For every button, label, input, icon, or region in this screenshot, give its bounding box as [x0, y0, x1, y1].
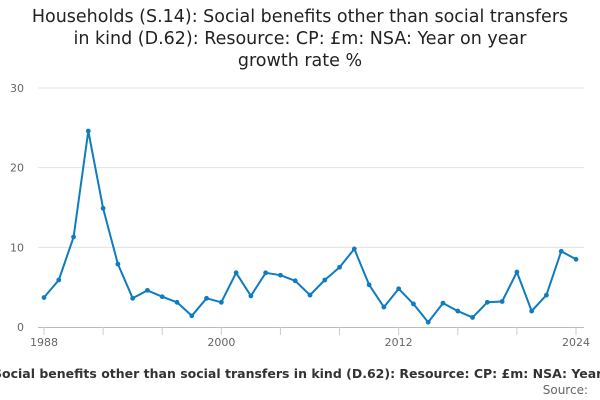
y-tick-label: 20	[10, 162, 24, 175]
data-point[interactable]	[381, 304, 387, 310]
y-tick-label: 30	[10, 82, 24, 95]
y-tick-label: 10	[10, 241, 24, 254]
chart-title-line-3: growth rate %	[237, 51, 363, 71]
data-point[interactable]	[499, 299, 505, 304]
data-point[interactable]	[248, 293, 254, 299]
y-axis: 0 10 20 30	[10, 82, 24, 334]
data-point[interactable]	[529, 308, 535, 314]
x-tick-label: 2012	[385, 336, 413, 349]
data-point[interactable]	[322, 277, 328, 283]
data-point[interactable]	[470, 315, 475, 320]
data-point[interactable]	[145, 287, 150, 293]
data-point[interactable]	[396, 286, 402, 292]
data-point[interactable]	[366, 282, 372, 288]
data-point[interactable]	[307, 292, 313, 298]
y-tick-label: 0	[17, 321, 24, 334]
data-point[interactable]	[573, 256, 579, 262]
data-point[interactable]	[544, 292, 549, 298]
data-point[interactable]	[558, 248, 564, 254]
chart-title-line-1: Households (S.14): Social benefits other…	[31, 7, 569, 27]
data-point[interactable]	[56, 277, 62, 283]
data-point[interactable]	[425, 319, 431, 325]
data-point[interactable]	[174, 299, 180, 305]
chart-title-line-2: in kind (D.62): Resource: CP: £m: NSA: Y…	[73, 29, 527, 49]
x-tick-label: 2000	[207, 336, 235, 349]
data-point[interactable]	[233, 270, 239, 276]
legend-label: Social benefits other than social transf…	[0, 366, 600, 381]
data-point[interactable]	[41, 295, 47, 300]
data-point[interactable]	[455, 308, 461, 314]
data-point[interactable]	[351, 246, 357, 252]
series-group	[41, 128, 579, 325]
data-point[interactable]	[159, 294, 165, 300]
x-axis: 1988 2000 2012 2024	[30, 327, 590, 349]
x-tick-label: 2024	[562, 336, 590, 349]
source-label: Source:	[542, 383, 588, 397]
data-point[interactable]	[85, 128, 91, 134]
chart-title: Households (S.14): Social benefits other…	[0, 6, 600, 72]
data-point[interactable]	[218, 299, 224, 305]
data-point[interactable]	[278, 272, 283, 278]
data-point[interactable]	[411, 301, 416, 307]
data-point[interactable]	[71, 234, 76, 240]
x-tick-label: 1988	[30, 336, 58, 349]
grid-lines	[38, 87, 584, 248]
data-point[interactable]	[440, 300, 446, 306]
data-point[interactable]	[130, 295, 136, 301]
data-point[interactable]	[292, 278, 298, 284]
data-point[interactable]	[337, 264, 342, 270]
data-point[interactable]	[514, 269, 520, 275]
data-point[interactable]	[484, 299, 490, 305]
data-point[interactable]	[115, 261, 121, 267]
data-point[interactable]	[204, 295, 209, 301]
data-point[interactable]	[100, 205, 106, 211]
data-point[interactable]	[189, 313, 195, 319]
data-point[interactable]	[263, 270, 269, 276]
